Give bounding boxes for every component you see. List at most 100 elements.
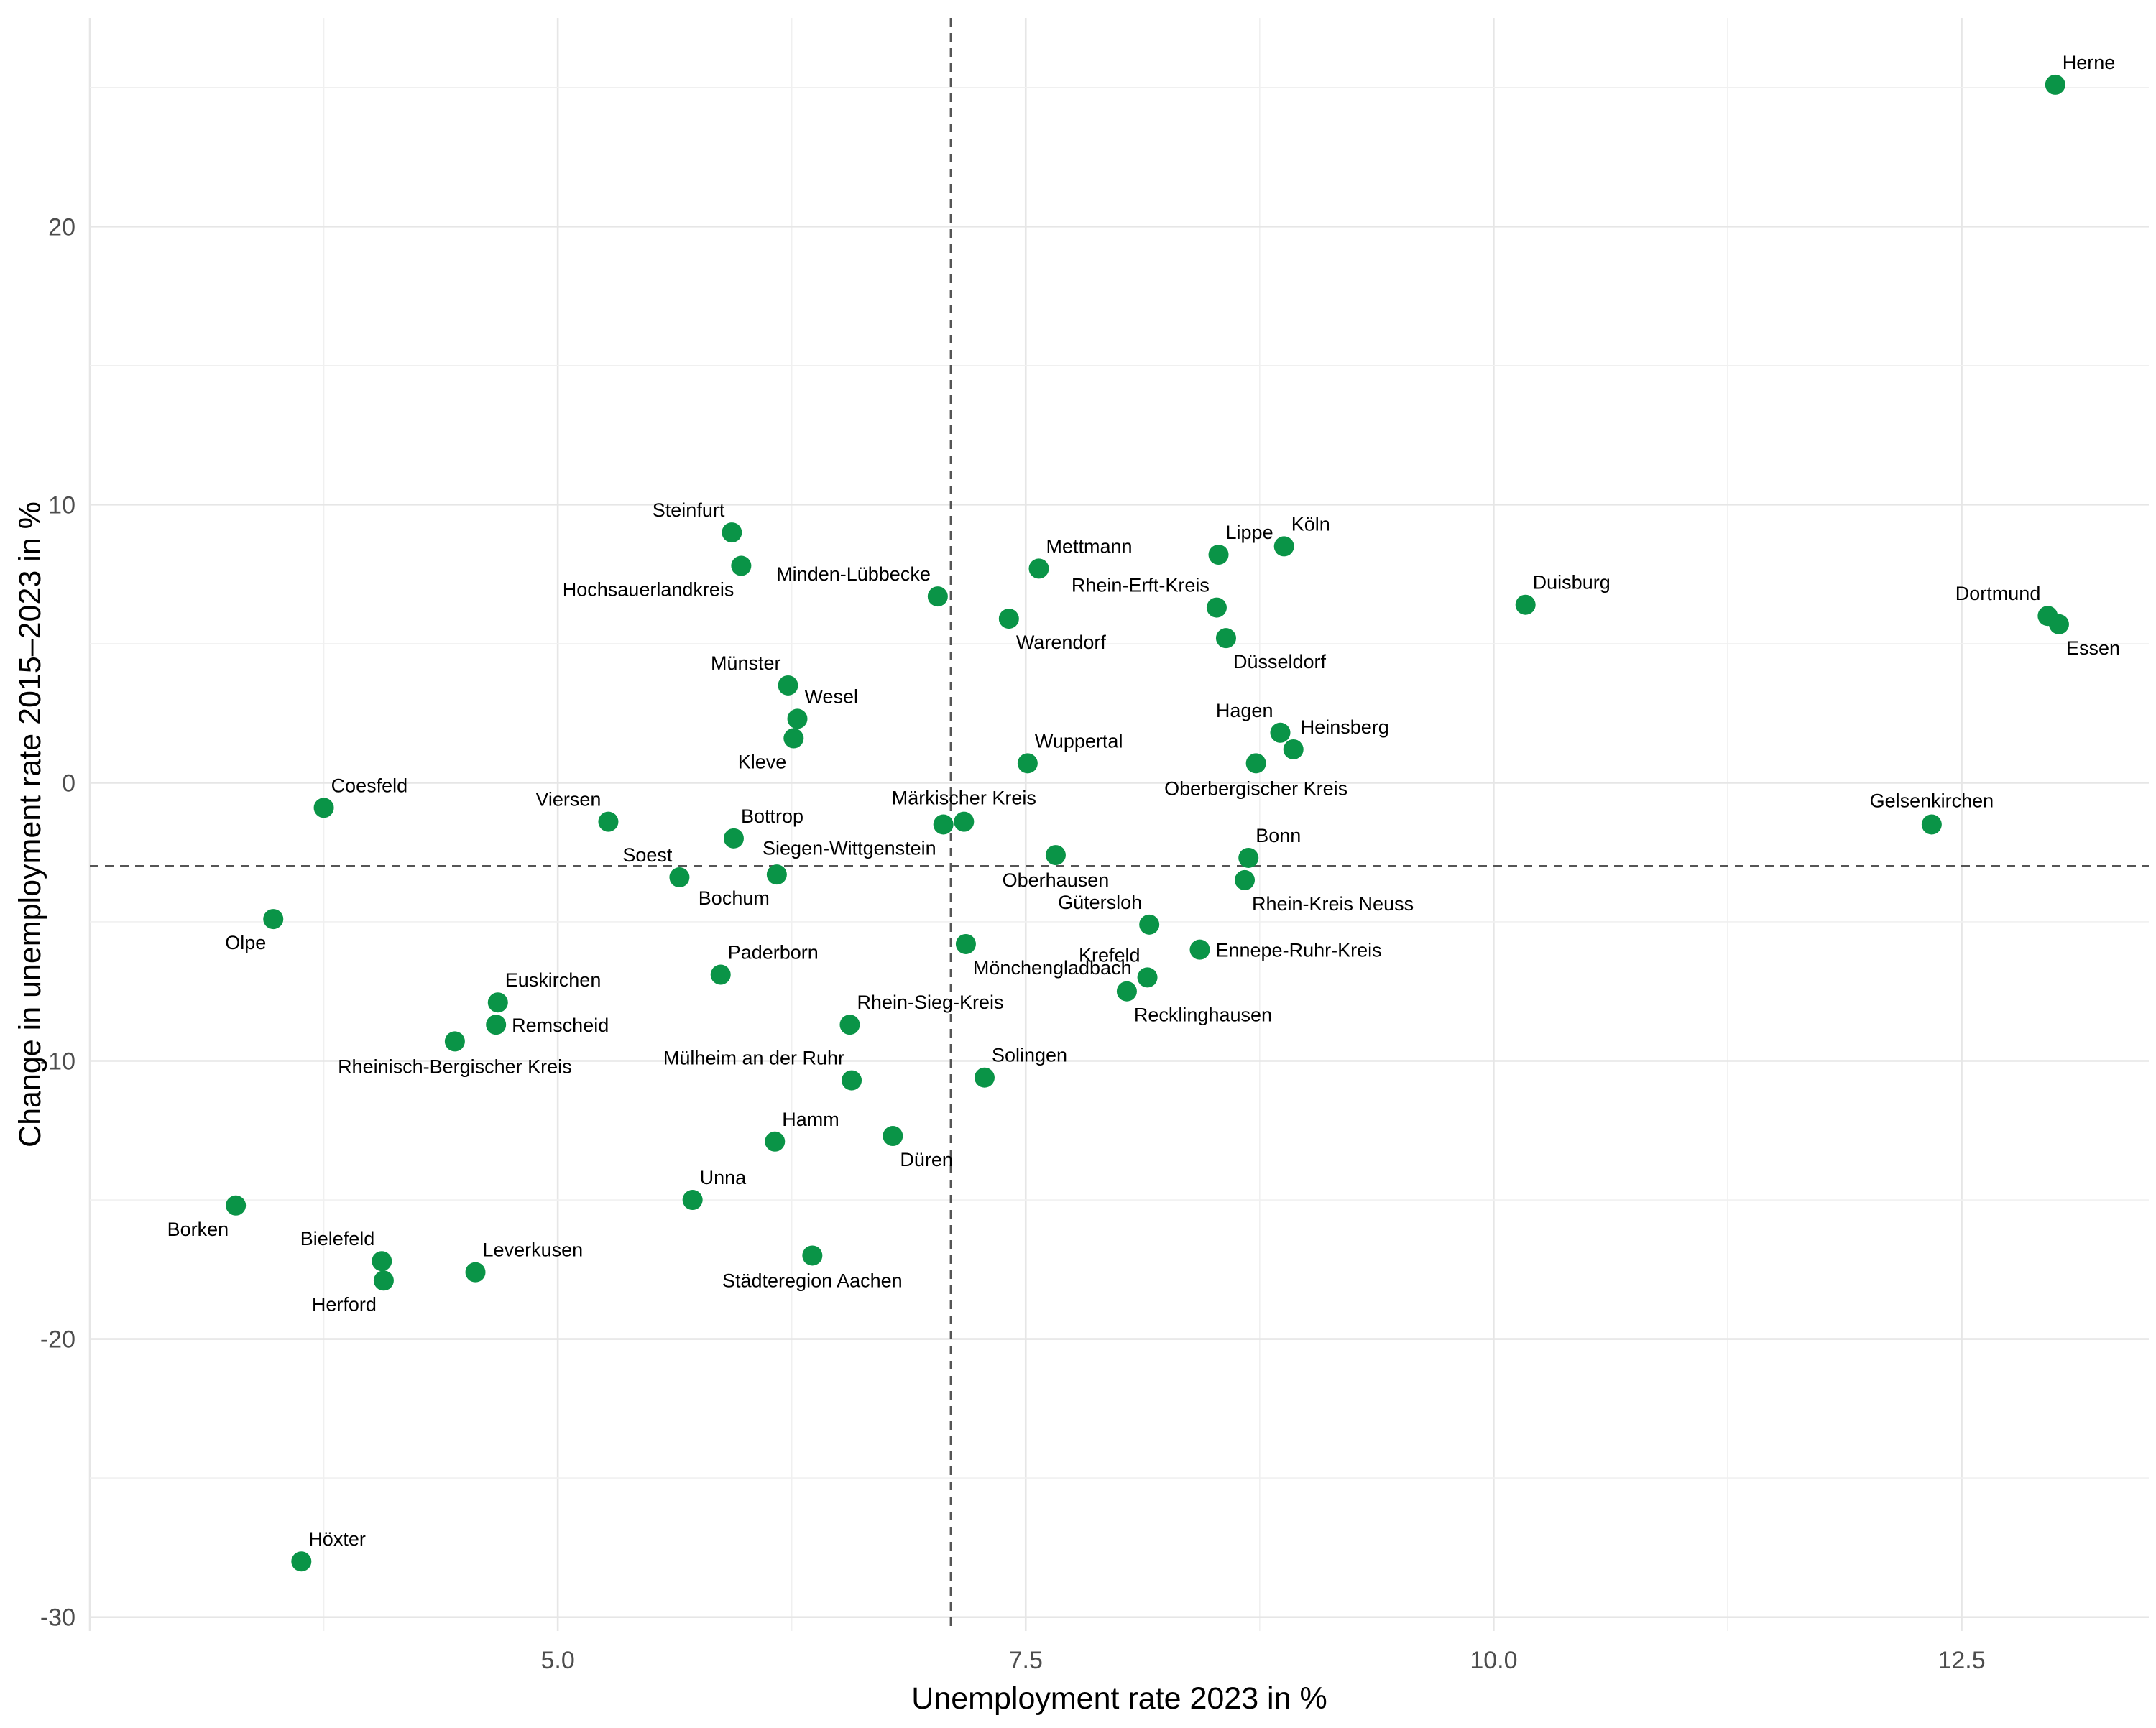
point-label: Gütersloh: [1058, 892, 1142, 913]
point-label: Ennepe-Ruhr-Kreis: [1215, 940, 1381, 961]
point-label: Leverkusen: [483, 1239, 584, 1261]
point-label: Recklinghausen: [1134, 1004, 1272, 1026]
point-label: Wuppertal: [1035, 730, 1123, 752]
point-label: Krefeld: [1079, 944, 1141, 966]
y-tick-label: -20: [40, 1326, 75, 1354]
data-point: [723, 828, 744, 849]
x-tick-label: 5.0: [541, 1647, 575, 1674]
x-tick-label: 7.5: [1009, 1647, 1043, 1674]
point-label: Rheinisch-Bergischer Kreis: [338, 1055, 572, 1077]
point-label: Duisburg: [1533, 572, 1611, 593]
data-point: [954, 811, 975, 832]
point-label: Mettmann: [1046, 535, 1133, 557]
data-point: [1208, 545, 1229, 565]
data-point: [722, 522, 742, 543]
data-point: [669, 867, 690, 888]
point-label: Oberhausen: [1003, 869, 1110, 891]
data-point: [372, 1251, 392, 1272]
y-tick-label: 10: [48, 491, 75, 519]
data-point: [1921, 814, 1942, 835]
point-label: Hamm: [782, 1109, 839, 1130]
point-label: Mönchengladbach: [973, 957, 1132, 979]
point-label: Rhein-Erft-Kreis: [1072, 575, 1210, 596]
data-point: [598, 811, 619, 832]
reference-lines: [90, 18, 2149, 1631]
point-label: Bottrop: [741, 805, 803, 827]
point-label: Unna: [700, 1167, 747, 1188]
x-axis-title: Unemployment rate 2023 in %: [911, 1681, 1327, 1716]
x-tick-label: 12.5: [1938, 1647, 1985, 1674]
point-label: Höxter: [308, 1528, 366, 1550]
data-point: [766, 864, 787, 885]
point-label: Minden-Lübbecke: [776, 563, 931, 585]
data-point: [465, 1262, 486, 1283]
data-point: [955, 933, 976, 954]
point-label: Viersen: [535, 789, 601, 810]
data-point: [263, 909, 284, 930]
data-point: [1215, 628, 1236, 649]
y-tick-label: -10: [40, 1048, 75, 1076]
point-label: Wesel: [805, 685, 859, 707]
y-axis-title: Change in unemployment rate 2015–2023 in…: [13, 502, 47, 1147]
data-point: [783, 728, 804, 749]
point-label: Borken: [167, 1219, 229, 1240]
data-point: [778, 675, 798, 696]
data-point: [1116, 981, 1137, 1002]
point-label: Kleve: [738, 752, 787, 773]
tick-labels: 5.0 7.5 10.0 12.5 -30 -20 -10 0 10 20: [40, 213, 1986, 1674]
point-label: Städteregion Aachen: [722, 1270, 903, 1291]
point-labels: Herne Dortmund Essen Gelsenkirchen Duisburg K…: [167, 52, 2120, 1550]
point-label: Paderborn: [728, 942, 819, 964]
data-point: [933, 814, 954, 835]
data-point: [2045, 74, 2065, 95]
point-label: Köln: [1291, 513, 1330, 535]
data-point: [927, 586, 948, 607]
point-label: Märkischer Kreis: [892, 787, 1036, 809]
point-label: Rhein-Sieg-Kreis: [857, 992, 1003, 1013]
point-label: Lippe: [1226, 522, 1273, 543]
data-point: [486, 1015, 507, 1035]
data-point: [444, 1031, 465, 1052]
y-tick-label: 0: [62, 770, 75, 797]
point-label: Coesfeld: [331, 775, 408, 796]
point-label: Solingen: [992, 1045, 1067, 1066]
point-label: Rhein-Kreis Neuss: [1252, 893, 1414, 915]
point-label: Warendorf: [1016, 632, 1107, 653]
point-label: Herne: [2063, 52, 2116, 73]
data-point: [373, 1270, 394, 1291]
point-label: Bochum: [699, 887, 770, 909]
data-point: [883, 1126, 903, 1147]
data-point: [1238, 847, 1259, 868]
data-points: [226, 74, 2069, 1572]
data-point: [682, 1190, 703, 1211]
data-point: [1017, 753, 1038, 774]
point-label: Olpe: [225, 932, 266, 953]
data-point: [226, 1195, 247, 1216]
data-point: [731, 555, 752, 576]
point-label: Siegen-Wittgenstein: [763, 838, 936, 859]
data-point: [1206, 597, 1227, 618]
data-point: [1137, 967, 1158, 988]
point-label: Hochsauerlandkreis: [563, 579, 734, 601]
point-label: Münster: [711, 652, 781, 674]
data-point: [2048, 614, 2069, 634]
data-point: [842, 1070, 862, 1091]
point-label: Hagen: [1216, 700, 1273, 721]
data-point: [765, 1131, 786, 1152]
point-label: Heinsberg: [1301, 716, 1389, 738]
gridlines: [88, 18, 2149, 1631]
data-point: [1283, 739, 1304, 759]
point-label: Düren: [900, 1149, 953, 1170]
y-tick-label: -30: [40, 1604, 75, 1632]
data-point: [291, 1551, 312, 1572]
point-label: Steinfurt: [653, 499, 725, 521]
data-point: [998, 609, 1019, 629]
point-label: Herford: [312, 1293, 377, 1315]
data-point: [974, 1067, 995, 1088]
data-point: [313, 798, 334, 818]
point-label: Dortmund: [1955, 583, 2041, 604]
data-point: [710, 964, 731, 985]
x-tick-label: 10.0: [1470, 1647, 1517, 1674]
data-point: [802, 1245, 823, 1266]
data-point: [1235, 869, 1256, 890]
